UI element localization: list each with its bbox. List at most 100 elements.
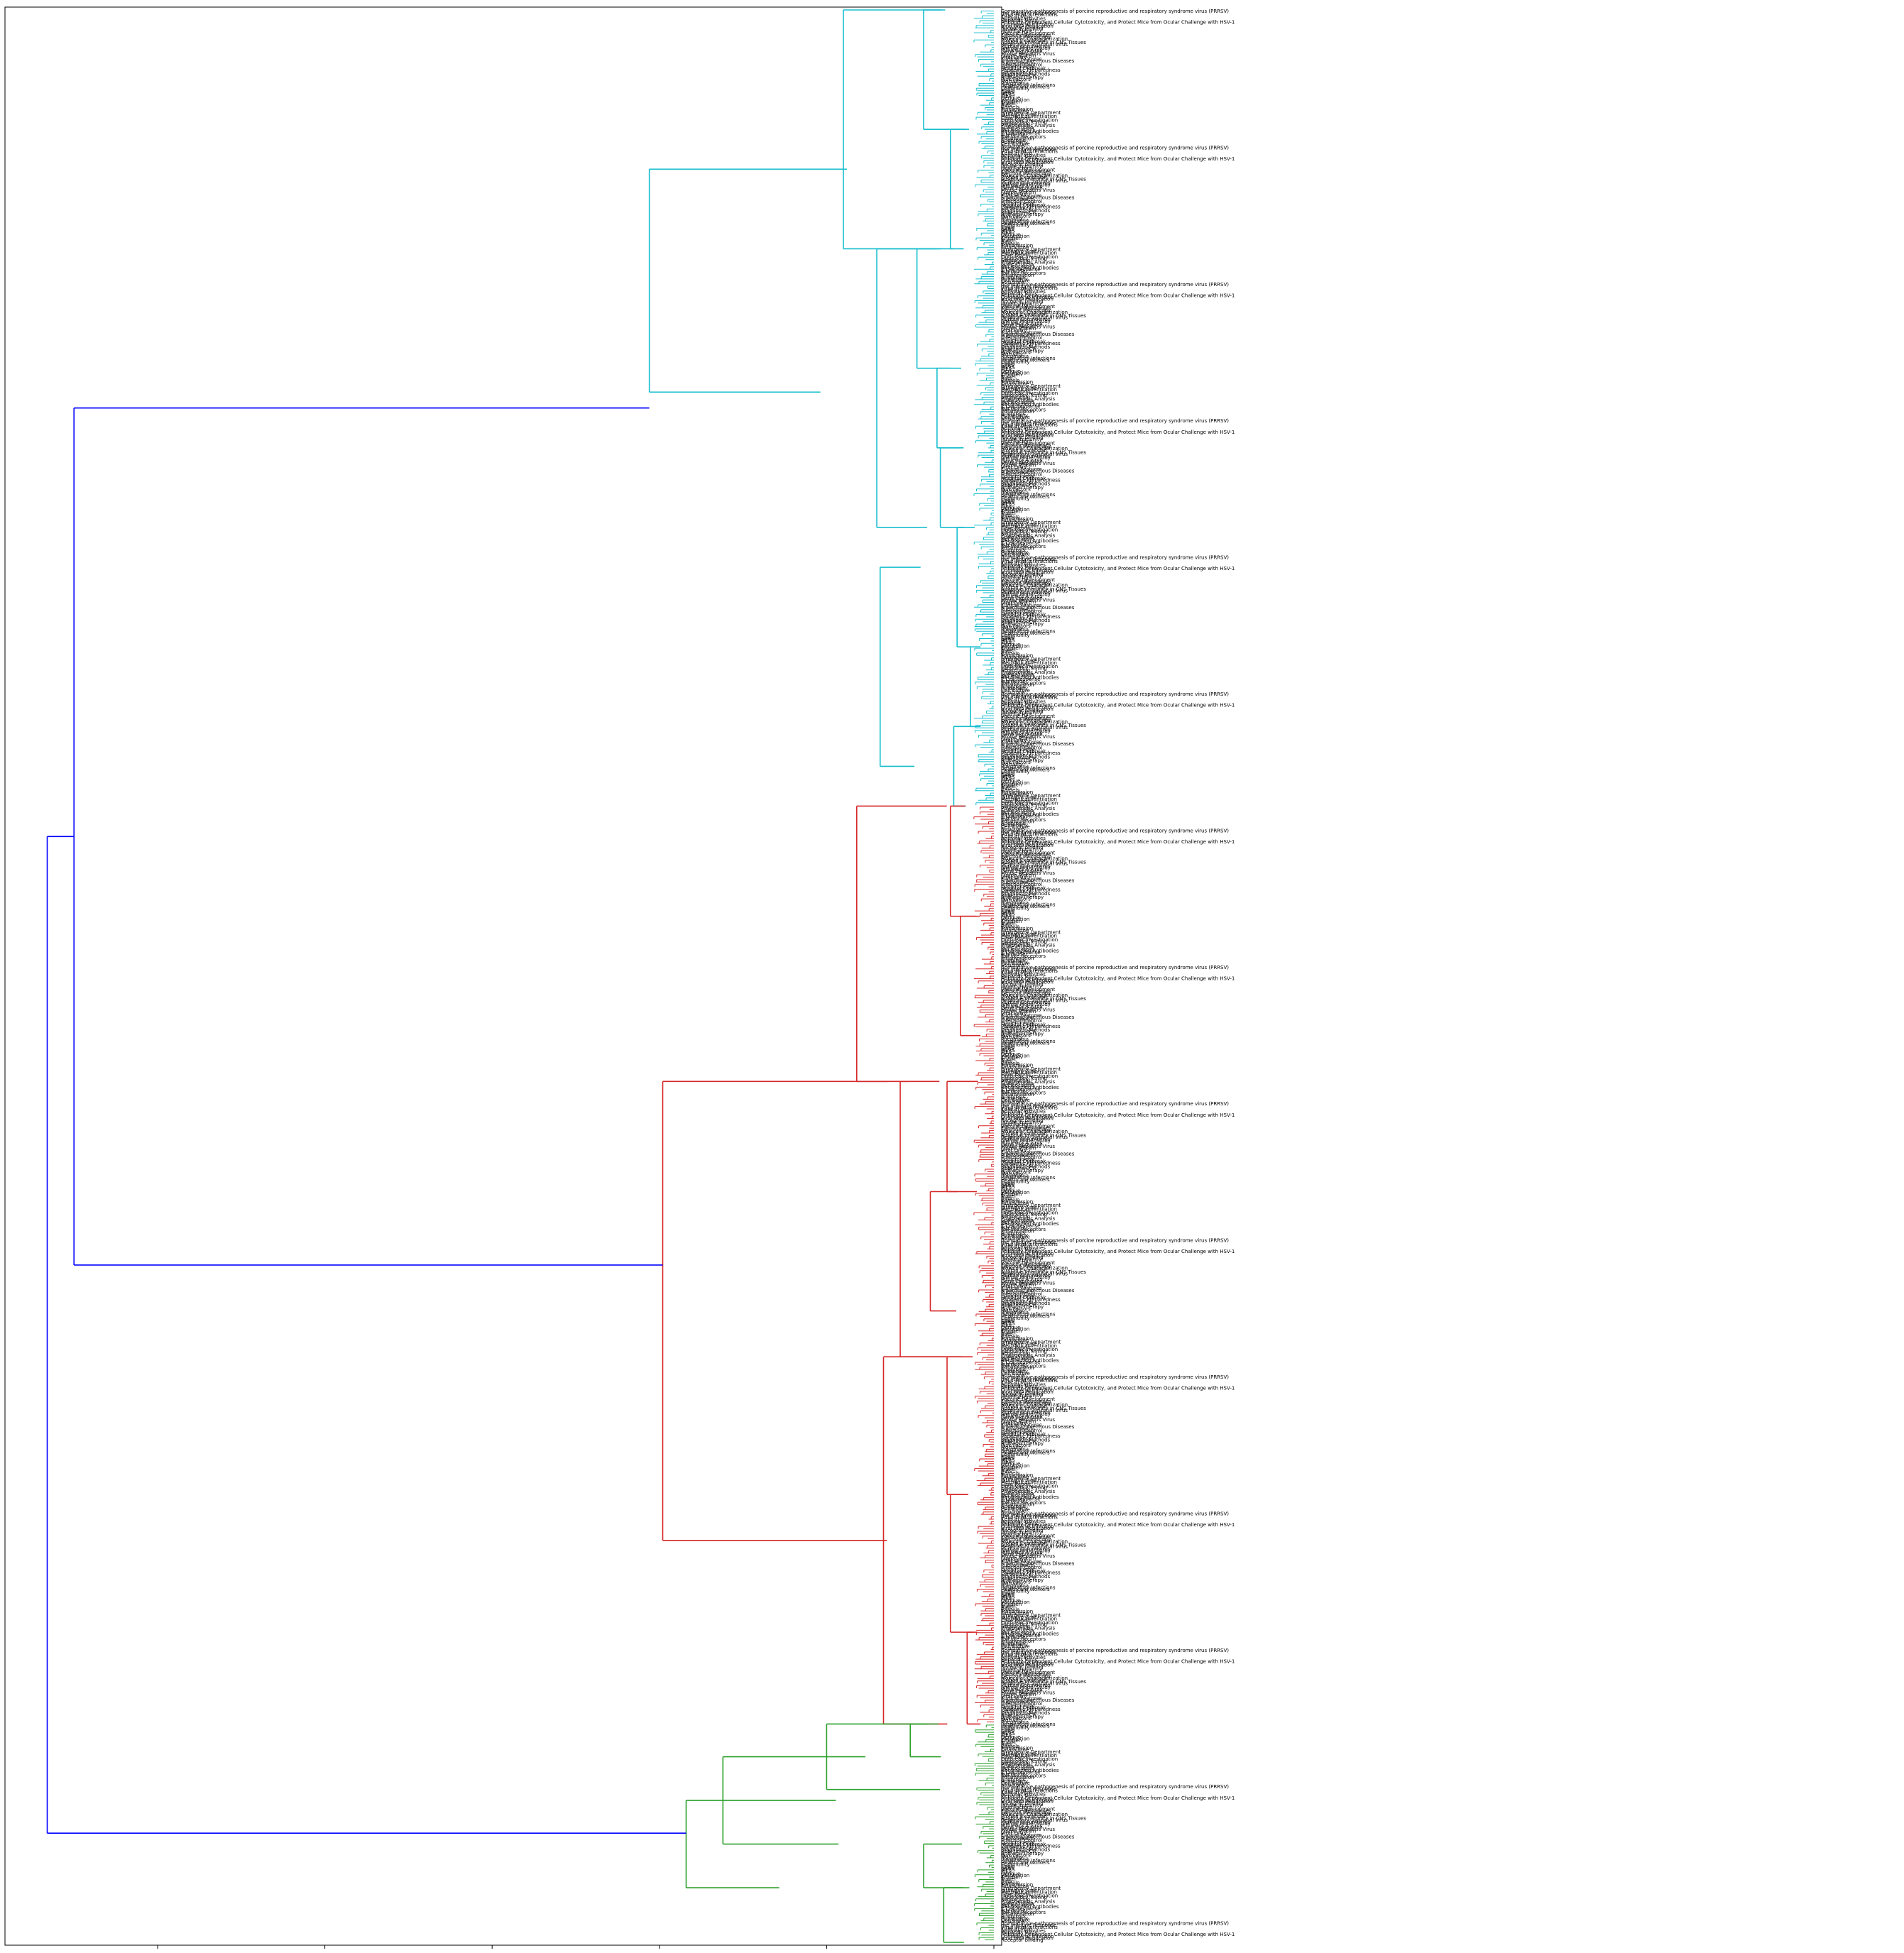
leaf-label: Hepatitis Virus: [1001, 974, 1037, 980]
leaf-label: Structure: [1001, 1100, 1024, 1105]
leaf-label: Comparative pathogenesis of porcine repr…: [1001, 1511, 1229, 1516]
leaf-label: Infection Control: [1001, 1155, 1042, 1161]
leaf-label: Case Report: [1001, 1755, 1032, 1761]
leaf-label: Inflammation: [1001, 682, 1034, 688]
leaf-label: Risk Factors: [1001, 486, 1031, 492]
leaf-label: Travel: [1000, 920, 1016, 926]
leaf-label: Infection Control: [1001, 472, 1042, 478]
leaf-label: Coronavirus infection: [1001, 1387, 1054, 1393]
leaf-label: Real-time PCR: [1001, 756, 1036, 762]
leaf-label: Fusion Protein: [1001, 1829, 1036, 1834]
leaf-label: Dengue: [1001, 915, 1020, 921]
leaf-label: Neutralizing Antibodies: [1001, 1494, 1059, 1500]
leaf-label: Adaptive Immunity in CNS Tissues: [1001, 996, 1086, 1002]
leaf-label: Apoptosis: [1001, 411, 1026, 417]
leaf-label: Travel: [1000, 1603, 1016, 1609]
leaf-label: Outbreak Investigation: [1001, 664, 1058, 669]
leaf-label: Epidemiology: [1001, 1293, 1034, 1299]
leaf-label: Children: [1001, 1328, 1022, 1334]
leaf-label: Cytokine Responses: [1001, 1125, 1051, 1131]
leaf-label: Emerging Infectious Diseases: [1001, 1697, 1075, 1703]
leaf-label: Cells in Vitro: [1001, 1790, 1032, 1795]
leaf-label: Real-time PCR: [1001, 892, 1036, 898]
leaf-label: Comparative pathogenesis of porcine repr…: [1001, 418, 1229, 424]
leaf-label: Community: [1001, 1589, 1030, 1594]
leaf-label: Autophagy: [1001, 1506, 1028, 1511]
leaf-label: Electron Microscopy: [1001, 307, 1051, 313]
leaf-label: Surveillance: [1001, 1709, 1032, 1714]
leaf-label: Coronavirus infection: [1001, 295, 1054, 300]
leaf-label: Antiviral activities: [1001, 1245, 1046, 1251]
leaf-label: Mortality: [1001, 488, 1023, 494]
leaf-label: Camels: [1001, 787, 1019, 793]
leaf-label: Apoptosis: [1001, 274, 1026, 280]
leaf-label: Structure: [1001, 143, 1024, 149]
leaf-label: Influenza A virus: [1001, 1550, 1043, 1555]
leaf-label: Neutralizing Antibodies: [1001, 402, 1059, 407]
leaf-label: Adaptive Immunity in CNS Tissues: [1001, 860, 1086, 865]
leaf-label: Surveillance: [1001, 1845, 1032, 1851]
leaf-label: Public Health: [1001, 1563, 1034, 1568]
leaf-label: Pandemic Preparedness: [1001, 1024, 1061, 1029]
leaf-label: the Immune Response: [1001, 147, 1056, 153]
leaf-label: Mechanical Ventilation: [1001, 1479, 1057, 1485]
leaf-label: Mortality: [1001, 898, 1023, 904]
leaf-label: the Immune Response: [1001, 11, 1056, 16]
leaf-label: Cell Culture: [1001, 688, 1030, 694]
leaf-label: Molecular Characterization: [1001, 855, 1068, 861]
leaf-label: Healthcare Workers: [1001, 1040, 1050, 1046]
leaf-label: Sequencing: [1001, 258, 1030, 263]
leaf-label: Transmission: [1000, 1063, 1033, 1068]
leaf-label: Ebola: [1001, 1590, 1014, 1596]
leaf-label: Dengue: [1001, 368, 1020, 374]
leaf-label: Healthcare Workers: [1001, 221, 1050, 226]
leaf-label: Children: [1001, 645, 1022, 651]
leaf-label: Quarantine: [1001, 381, 1029, 387]
leaf-label: the Immune Response: [1001, 1240, 1056, 1245]
leaf-label: Toll-like Receptors: [1000, 1363, 1046, 1369]
leaf-label: Mechanical Ventilation: [1001, 1206, 1057, 1212]
leaf-label: Spike Protein: [1001, 944, 1034, 950]
leaf-label: Mechanical Ventilation: [1001, 660, 1057, 666]
leaf-label: MERS: [1001, 1048, 1015, 1054]
leaf-label: Nucleocapsid: [1001, 673, 1034, 679]
leaf-label: Intensive Care: [1001, 795, 1036, 801]
leaf-label: Quarantine: [1001, 1337, 1029, 1343]
leaf-label: Animal Model Study: [1001, 1821, 1051, 1827]
leaf-label: Hospital Outbreak: [1001, 1432, 1046, 1438]
leaf-label: Spike Protein: [1001, 1627, 1034, 1633]
leaf-label: Receptor binding: [1001, 708, 1044, 713]
leaf-label: Mouse Hepatitis Virus: [1001, 1144, 1055, 1149]
leaf-label: Transmission: [1000, 516, 1033, 522]
leaf-label: Antibody-Dependent Cellular Cytotoxicity…: [1001, 566, 1235, 571]
leaf-label: Vaccine Development: [1001, 987, 1056, 992]
leaf-label: Clinical Features: [1001, 740, 1042, 745]
leaf-label: Human Coronavirus: [1001, 180, 1051, 186]
leaf-label: Coronavirus infection: [1001, 704, 1054, 710]
leaf-label: Phylogenetic Analysis: [1001, 1898, 1055, 1904]
leaf-label: Comparative pathogenesis of porcine repr…: [1001, 1921, 1229, 1927]
leaf-label: Innate Immunity: [1001, 1529, 1042, 1535]
leaf-label: Emergency Department: [1001, 110, 1061, 116]
leaf-label: Respiratory Infections: [1001, 1722, 1056, 1727]
leaf-label: Mechanical Ventilation: [1001, 1753, 1057, 1758]
leaf-label: Receptor binding: [1001, 1801, 1044, 1807]
leaf-label: Ebola: [1001, 1727, 1014, 1733]
leaf-label: Pneumonia: [1001, 354, 1029, 359]
leaf-label: Cell Culture: [1001, 824, 1030, 830]
leaf-label: Viral Entry: [1001, 1011, 1027, 1017]
leaf-label: Respiratory Infections: [1001, 765, 1056, 771]
leaf-label: Apoptosis: [1001, 821, 1026, 826]
leaf-label: Phylogenetic Analysis: [1001, 1215, 1055, 1221]
leaf-label: Mouse Hepatitis Virus: [1001, 1553, 1055, 1559]
leaf-label: MERS: [1001, 1457, 1015, 1463]
leaf-label: Diagnostic Methods: [1001, 208, 1050, 214]
leaf-label: the Immune Response: [1001, 694, 1056, 699]
leaf-label: Public Health: [1001, 470, 1034, 476]
leaf-label: Transmission: [1000, 380, 1033, 385]
leaf-label: Zika: [1001, 777, 1012, 782]
leaf-label: Cell Culture: [1001, 1780, 1030, 1786]
leaf-label: Mortality: [1001, 1308, 1023, 1313]
cluster-cluster_red: [662, 805, 994, 1725]
leaf-label: Travel: [1000, 784, 1016, 789]
